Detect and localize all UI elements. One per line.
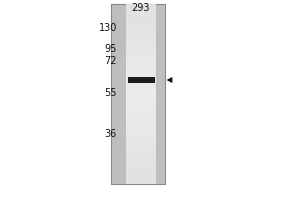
Bar (126, 74, 156, 76)
Bar (126, 164, 156, 166)
Bar (126, 85, 156, 87)
Bar (126, 119, 156, 121)
Bar (126, 60, 156, 62)
Bar (126, 15, 156, 18)
Bar (126, 159, 156, 162)
Bar (126, 87, 156, 90)
Bar (126, 13, 156, 15)
Bar (126, 8, 156, 11)
Bar (126, 130, 156, 132)
Bar (126, 62, 156, 65)
Bar (126, 71, 156, 74)
Bar (126, 166, 156, 168)
Bar (126, 157, 156, 159)
Bar (126, 175, 156, 177)
Bar (126, 139, 156, 141)
Bar (126, 69, 156, 72)
Bar (126, 33, 156, 36)
Bar (126, 150, 156, 152)
Bar (126, 83, 156, 85)
Bar (126, 137, 156, 139)
Bar (126, 53, 156, 56)
Bar (126, 26, 156, 29)
Bar (126, 141, 156, 144)
Text: 293: 293 (132, 3, 150, 13)
Polygon shape (167, 77, 172, 83)
Bar (126, 161, 156, 164)
Bar (126, 4, 156, 6)
Bar (126, 35, 156, 38)
Bar (126, 114, 156, 116)
Bar (126, 123, 156, 126)
Bar (111, 4, 165, 184)
Bar (126, 40, 156, 42)
Bar (126, 128, 156, 130)
Bar (126, 6, 156, 8)
Bar (126, 143, 156, 146)
Bar (126, 179, 156, 182)
Bar (126, 101, 156, 103)
Bar (126, 11, 156, 13)
Bar (126, 107, 156, 110)
Bar (126, 65, 156, 67)
Bar (126, 89, 156, 92)
Bar (128, 77, 154, 83)
Bar (126, 132, 156, 135)
Bar (126, 103, 156, 105)
Text: 95: 95 (105, 44, 117, 54)
Bar (126, 92, 156, 94)
Text: 36: 36 (105, 129, 117, 139)
Bar (126, 94, 156, 96)
Bar (126, 170, 156, 173)
Bar (126, 155, 156, 157)
Bar (126, 182, 156, 184)
Bar (126, 96, 156, 98)
Bar (126, 80, 156, 83)
Bar (126, 49, 156, 51)
Bar (126, 177, 156, 180)
Bar (126, 98, 156, 101)
Text: 130: 130 (99, 23, 117, 33)
Bar (126, 110, 156, 112)
Bar (126, 125, 156, 128)
Bar (126, 31, 156, 33)
Bar (126, 29, 156, 31)
Bar (126, 121, 156, 123)
Bar (126, 146, 156, 148)
Bar (126, 152, 156, 155)
Text: 72: 72 (104, 56, 117, 66)
Bar (126, 134, 156, 137)
Bar (126, 22, 156, 24)
Bar (126, 148, 156, 150)
Text: 55: 55 (104, 88, 117, 98)
Bar (126, 58, 156, 60)
Bar (126, 67, 156, 69)
Bar (126, 112, 156, 114)
Bar (126, 44, 156, 47)
Bar (126, 47, 156, 49)
Bar (126, 51, 156, 53)
Bar (126, 78, 156, 80)
Bar (126, 20, 156, 22)
Bar (126, 56, 156, 58)
Bar (126, 38, 156, 40)
Bar (126, 76, 156, 78)
Bar (126, 105, 156, 108)
Bar (126, 24, 156, 26)
Bar (126, 17, 156, 20)
Bar (126, 116, 156, 119)
Bar (126, 173, 156, 175)
Bar (126, 42, 156, 45)
Bar (126, 168, 156, 170)
